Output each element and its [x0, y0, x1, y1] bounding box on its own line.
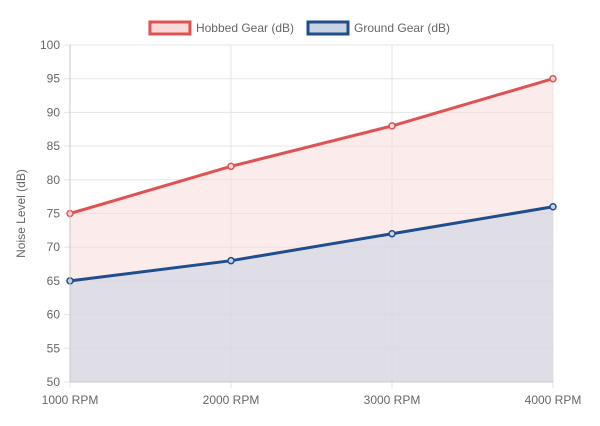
- series-areas: [70, 78, 553, 382]
- series-line-0: [68, 77, 555, 215]
- y-tick-label: 95: [47, 72, 61, 86]
- series-lines: [68, 77, 555, 283]
- series-points: [66, 74, 557, 285]
- y-tick-label: 75: [47, 207, 61, 221]
- y-tick-label: 50: [47, 375, 61, 389]
- data-point[interactable]: [227, 256, 235, 265]
- x-tick-label: 4000 RPM: [525, 393, 582, 407]
- legend: Hobbed Gear (dB) Ground Gear (dB): [148, 20, 450, 36]
- data-point[interactable]: [388, 229, 396, 238]
- x-tick-label: 3000 RPM: [364, 393, 421, 407]
- legend-item-0[interactable]: Hobbed Gear (dB): [148, 20, 294, 36]
- y-tick-label: 85: [47, 139, 61, 153]
- y-tick-label: 55: [47, 341, 61, 355]
- data-point[interactable]: [388, 122, 396, 130]
- x-tick-label: 1000 RPM: [42, 393, 99, 407]
- legend-swatch: [148, 20, 192, 36]
- legend-item-1[interactable]: Ground Gear (dB): [306, 20, 450, 36]
- y-tick-label: 65: [47, 274, 61, 288]
- data-point[interactable]: [227, 162, 235, 171]
- y-tick-label: 60: [47, 308, 61, 322]
- series-line-1: [68, 205, 555, 283]
- y-tick-label: 70: [47, 240, 61, 254]
- x-tick-label: 2000 RPM: [203, 393, 260, 407]
- data-point[interactable]: [549, 203, 557, 211]
- legend-label: Hobbed Gear (dB): [196, 21, 294, 35]
- legend-label: Ground Gear (dB): [354, 21, 450, 35]
- series-area-1: [70, 206, 553, 382]
- legend-swatch: [306, 20, 350, 36]
- data-point[interactable]: [549, 74, 557, 83]
- y-tick-label: 90: [47, 105, 61, 119]
- y-tick-label: 80: [47, 173, 61, 187]
- y-tick-label: 100: [40, 38, 60, 52]
- axes: 50 55 60 65 70 75 80 85 90 95 100 1000 RPM 2000 RPM 3…: [40, 38, 581, 407]
- y-axis-title: Noise Level (dB): [14, 169, 28, 258]
